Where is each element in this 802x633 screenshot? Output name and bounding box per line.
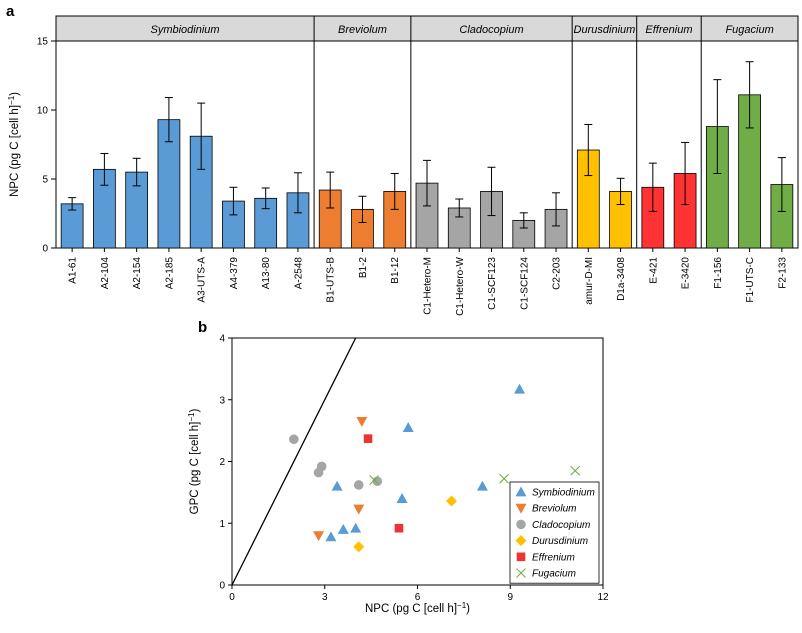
scatter-point: [289, 434, 299, 445]
legend-marker: [515, 486, 527, 497]
y-tick-label: 3: [219, 395, 225, 406]
x-tick-label: E-3420: [681, 257, 692, 290]
x-tick-label: B1-12: [390, 257, 401, 284]
scatter-point: [353, 504, 365, 515]
genus-label: Symbiodinium: [150, 24, 219, 36]
x-tick-label: 9: [507, 592, 513, 603]
x-axis-title: NPC (pg C [cell h]−1): [365, 601, 470, 616]
x-tick-label: E-421: [648, 257, 659, 284]
x-tick-label: F1-UTS-C: [745, 257, 756, 303]
scatter-point: [394, 523, 404, 533]
legend-marker: [515, 535, 527, 547]
legend-entry: Breviolum: [532, 504, 576, 515]
genus-label: Durusdinium: [574, 24, 636, 36]
scatter-point: [514, 383, 526, 394]
y-axis-title: NPC (pg C [cell h]−1): [7, 92, 22, 197]
scatter-point: [499, 473, 509, 484]
x-tick-label: A2-154: [132, 257, 143, 290]
y-tick-label: 4: [219, 334, 225, 345]
x-tick-label: B1-2: [358, 257, 369, 279]
genus-label: Cladocopium: [459, 24, 523, 36]
genus-header-band: [55, 15, 799, 42]
x-tick-label: A3-UTS-A: [197, 257, 208, 303]
x-tick-label: C1-SCF124: [519, 257, 530, 310]
legend-entry: Symbiodinium: [532, 488, 595, 499]
legend-marker: [516, 552, 526, 562]
scatter-point: [353, 541, 365, 553]
x-tick-label: F2-133: [777, 257, 788, 289]
legend-entry: Effrenium: [532, 552, 575, 563]
scatter-point: [446, 495, 458, 507]
genus-label: Breviolum: [338, 24, 387, 36]
y-tick-label: 0: [42, 244, 48, 255]
scatter-point: [353, 480, 364, 490]
scatter-point: [396, 493, 408, 503]
x-tick-label: A13-80: [261, 257, 272, 290]
x-tick-label: D1a-3408: [616, 257, 627, 301]
scatter-point: [313, 531, 325, 542]
panel-label-b: b: [198, 319, 207, 336]
genus-label: Fugacium: [725, 24, 773, 36]
x-tick-label: A2-185: [164, 257, 175, 290]
legend-marker: [515, 503, 527, 514]
x-tick-label: C1-SCF123: [487, 257, 498, 310]
scatter-point: [363, 434, 373, 443]
x-tick-label: C1-Hetero-M: [423, 257, 434, 315]
x-tick-label: 3: [322, 592, 328, 603]
scatter-point: [313, 467, 324, 478]
scatter-point: [476, 480, 488, 491]
scatter-point: [331, 480, 343, 491]
legend-entry: Cladocopium: [532, 520, 590, 531]
x-tick-label: B1-UTS-B: [326, 257, 337, 303]
y-tick-label: 10: [37, 106, 49, 117]
x-tick-label: F1-156: [713, 257, 724, 289]
y-tick-label: 0: [219, 581, 225, 592]
x-tick-label: amur-D-MI: [584, 257, 595, 305]
y-axis-title: GPC (pg C [cell h]−1): [187, 409, 202, 515]
legend-entry: Durusdinium: [532, 536, 588, 547]
scatter-point: [356, 416, 368, 427]
panel-label-a: a: [6, 3, 15, 20]
x-tick-label: C1-Hetero-W: [455, 256, 466, 315]
scatter-point: [369, 475, 380, 485]
y-tick-label: 5: [42, 175, 48, 186]
y-tick-label: 2: [219, 457, 225, 468]
x-tick-label: C2-203: [552, 257, 563, 290]
x-tick-label: A1-61: [68, 257, 79, 284]
y-tick-label: 15: [37, 37, 49, 48]
bar-chart-panel: a 0 5 10 15 NPC (pg C [cell h]−1) Symbiodinium…: [6, 3, 799, 316]
x-tick-label: 12: [597, 592, 609, 603]
scatter-point: [325, 531, 337, 542]
genus-label: Effrenium: [645, 24, 692, 36]
scatter-point: [372, 476, 383, 487]
legend-marker: [516, 568, 526, 578]
scatter-point: [570, 465, 581, 476]
scatter-point: [402, 422, 414, 432]
scatter-point: [350, 522, 362, 533]
x-tick-label: A4-379: [229, 257, 240, 290]
x-tick-label: A2-104: [100, 257, 111, 290]
legend-entry: Fugacium: [532, 569, 576, 580]
x-tick-label: 6: [415, 592, 421, 603]
reference-line-1-to-1: [231, 337, 357, 586]
x-tick-label: A-2548: [293, 257, 304, 290]
legend-marker: [516, 519, 526, 530]
y-tick-label: 1: [219, 519, 225, 530]
legend-box: [509, 481, 600, 584]
x-tick-label: 0: [229, 592, 235, 603]
scatter-point: [337, 523, 349, 534]
